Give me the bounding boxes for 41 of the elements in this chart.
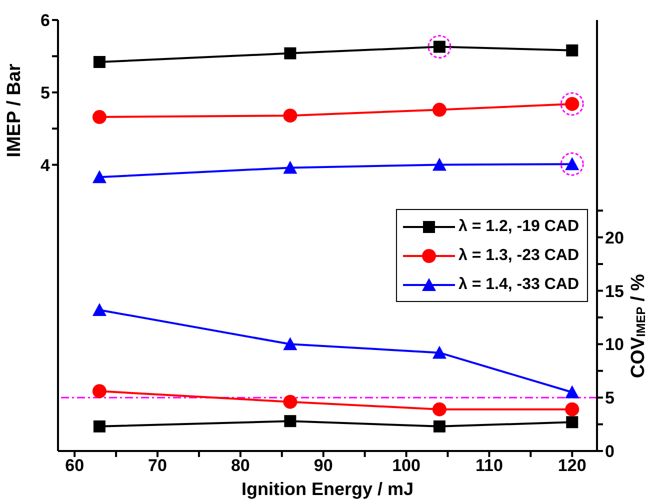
point: [92, 110, 106, 124]
point: [432, 158, 446, 171]
y2-tick-label: 15: [605, 282, 624, 301]
point: [432, 402, 446, 416]
x-tick-label: 100: [392, 456, 420, 476]
legend-label: λ = 1.2, -19 CAD: [458, 217, 579, 237]
point: [284, 47, 296, 60]
x-tick-label: 60: [65, 456, 84, 476]
y-tick-label: 6: [40, 11, 50, 30]
point: [92, 170, 106, 184]
point: [93, 56, 106, 68]
point: [433, 420, 446, 432]
point: [283, 160, 298, 174]
y-tick-label: 5: [40, 83, 50, 102]
point: [284, 415, 296, 428]
point: [565, 385, 580, 398]
y2-tick-label: 20: [605, 228, 624, 248]
y2-tick-label: 0: [605, 442, 614, 462]
x-tick-label: 90: [314, 456, 333, 476]
x-tick-label: 80: [230, 456, 250, 476]
point: [92, 302, 106, 316]
legend-label: λ = 1.4, -33 CAD: [458, 275, 579, 295]
point: [566, 44, 578, 56]
point: [283, 394, 298, 409]
point: [92, 384, 106, 398]
x-tick-label: 110: [475, 456, 503, 476]
point: [283, 337, 298, 350]
point: [432, 346, 446, 359]
y-tick-label: 4: [40, 156, 51, 175]
y2-tick-label: 10: [605, 335, 624, 354]
x-axis-title: Ignition Energy / mJ: [241, 479, 414, 499]
y2-tick-label: 5: [605, 388, 614, 408]
x-tick-label: 70: [148, 456, 167, 476]
point: [565, 402, 580, 416]
point: [93, 420, 106, 432]
y-axis-title: IMEP / Bar: [4, 63, 24, 158]
x-tick-label: 120: [558, 456, 586, 476]
point: [566, 416, 578, 428]
legend-label: λ = 1.3, -23 CAD: [458, 246, 579, 266]
point: [432, 102, 446, 117]
point: [283, 108, 298, 123]
